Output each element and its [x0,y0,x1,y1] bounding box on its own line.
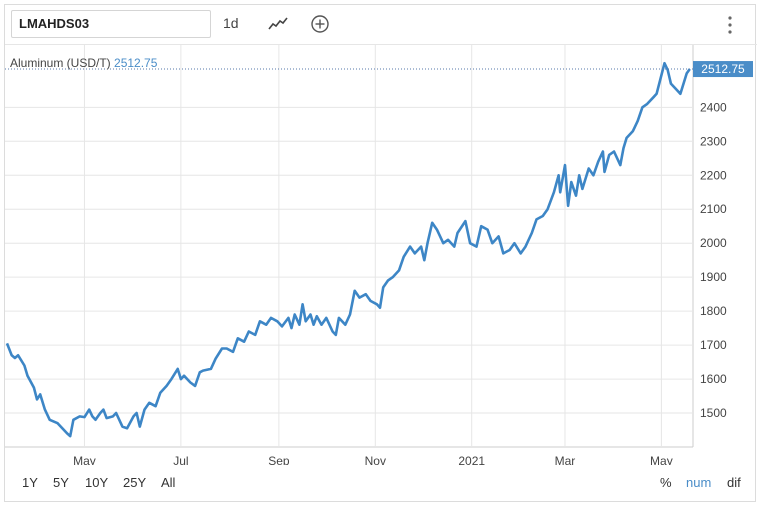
range-1y-button[interactable]: 1Y [22,475,38,490]
x-tick-label: Mar [555,454,576,465]
y-tick-label: 1900 [700,270,727,284]
last-price-badge [693,61,753,78]
range-5y-button[interactable]: 5Y [53,475,69,490]
x-tick-label: May [650,454,673,465]
chart-widget: LMAHDS03 1d 1500 1600 1700 1800 1900 2000 2100… [4,4,757,502]
grid-lines [5,45,694,448]
mode-percent-button[interactable]: % [660,475,672,490]
y-tick-label: 1500 [700,406,727,420]
series-last-value: 2512.75 [114,56,158,70]
chart-toolbar: LMAHDS03 1d [5,5,757,45]
range-10y-button[interactable]: 10Y [85,475,109,490]
more-vertical-icon[interactable] [725,15,735,35]
interval-selector[interactable]: 1d [223,15,239,31]
y-axis-ticks: 1500 1600 1700 1800 1900 2000 2100 2200 2300 2400 [700,100,727,420]
range-all-button[interactable]: All [161,475,176,490]
series-layer [5,61,691,438]
x-tick-label: Jul [173,454,188,465]
series-name: Aluminum (USD/T) [10,56,111,70]
y-tick-label: 1800 [700,304,727,318]
series-line[interactable] [5,61,691,438]
price-badge-layer: 2512.75 [5,61,753,78]
add-circle-icon[interactable] [310,14,330,34]
x-tick-label: Sep [268,454,290,465]
y-tick-label: 2400 [700,100,727,114]
line-chart-icon[interactable] [268,16,288,32]
y-tick-label: 1600 [700,372,727,386]
y-tick-label: 2200 [700,168,727,182]
x-tick-label: 2021 [458,454,485,465]
y-tick-label: 1700 [700,338,727,352]
mode-num-button[interactable]: num [686,475,712,490]
x-tick-label: Nov [365,454,386,465]
mode-dif-button[interactable]: dif [727,475,741,490]
price-chart[interactable]: 1500 1600 1700 1800 1900 2000 2100 2200 2300 2400… [5,45,757,468]
series-legend: Aluminum (USD/T) 2512.75 [10,56,157,70]
range-selector-bar: 1Y 5Y 10Y 25Y All % num dif [5,465,757,501]
chart-area: 1500 1600 1700 1800 1900 2000 2100 2200 2300 2400… [5,45,757,468]
last-price-badge-text: 2512.75 [701,62,745,76]
range-25y-button[interactable]: 25Y [123,475,147,490]
x-axis-ticks: May Jul Sep Nov 2021 Mar May [73,454,673,468]
y-tick-label: 2100 [700,202,727,216]
symbol-input[interactable]: LMAHDS03 [11,10,211,38]
y-tick-label: 2000 [700,236,727,250]
x-tick-label: May [73,454,96,465]
y-tick-label: 2300 [700,134,727,148]
